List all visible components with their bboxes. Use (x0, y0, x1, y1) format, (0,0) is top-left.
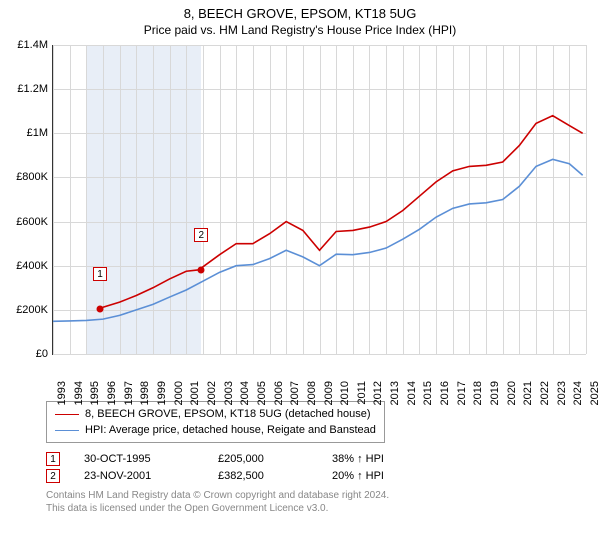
footer-line: This data is licensed under the Open Gov… (46, 502, 592, 515)
xtick-label: 2025 (589, 381, 600, 405)
xtick-label: 2015 (422, 381, 434, 405)
xtick-label: 2007 (289, 381, 301, 405)
datapoint-index: 2 (46, 469, 60, 483)
xtick-label: 2014 (406, 381, 418, 405)
xtick-label: 2006 (273, 381, 285, 405)
callout-box: 1 (93, 267, 107, 281)
gridline-h (53, 354, 586, 355)
datapoint-delta: 20% ↑ HPI (332, 470, 384, 482)
xtick-label: 2012 (372, 381, 384, 405)
ytick-label: £1.2M (8, 83, 48, 95)
xtick-label: 2019 (489, 381, 501, 405)
xtick-label: 1999 (156, 381, 168, 405)
xtick-label: 1993 (56, 381, 68, 405)
xtick-label: 2020 (506, 381, 518, 405)
datapoint-date: 23-NOV-2001 (84, 470, 194, 482)
datapoint-price: £382,500 (218, 470, 308, 482)
xtick-label: 2016 (439, 381, 451, 405)
ytick-label: £1.4M (8, 39, 48, 51)
xtick-label: 2004 (239, 381, 251, 405)
callout-box: 2 (194, 228, 208, 242)
xtick-label: 2000 (173, 381, 185, 405)
xtick-label: 2003 (223, 381, 235, 405)
ytick-label: £1M (8, 127, 48, 139)
xtick-label: 2005 (256, 381, 268, 405)
legend-item: 8, BEECH GROVE, EPSOM, KT18 5UG (detache… (55, 406, 376, 422)
datapoint-price: £205,000 (218, 453, 308, 465)
ytick-label: £200K (8, 304, 48, 316)
xtick-label: 1998 (139, 381, 151, 405)
datapoint-index: 1 (46, 452, 60, 466)
attribution-footer: Contains HM Land Registry data © Crown c… (46, 489, 592, 515)
xtick-label: 2013 (389, 381, 401, 405)
xtick-label: 1994 (73, 381, 85, 405)
datapoint-delta: 38% ↑ HPI (332, 453, 384, 465)
xtick-label: 1997 (123, 381, 135, 405)
xtick-label: 2010 (339, 381, 351, 405)
xtick-label: 2022 (539, 381, 551, 405)
series-property (100, 116, 583, 309)
chart-subtitle: Price paid vs. HM Land Registry's House … (8, 23, 592, 37)
datapoint-row: 1 30-OCT-1995 £205,000 38% ↑ HPI (46, 452, 592, 466)
legend-label: 8, BEECH GROVE, EPSOM, KT18 5UG (detache… (85, 406, 371, 422)
ytick-label: £600K (8, 216, 48, 228)
legend-label: HPI: Average price, detached house, Reig… (85, 422, 376, 438)
datapoint-list: 1 30-OCT-1995 £205,000 38% ↑ HPI 2 23-NOV-200… (46, 452, 592, 483)
footer-line: Contains HM Land Registry data © Crown c… (46, 489, 592, 502)
xtick-label: 2018 (472, 381, 484, 405)
data-marker (96, 305, 103, 312)
ytick-label: £0 (8, 348, 48, 360)
xtick-label: 2008 (306, 381, 318, 405)
datapoint-date: 30-OCT-1995 (84, 453, 194, 465)
xtick-label: 2011 (356, 381, 368, 405)
legend-swatch (55, 430, 79, 431)
data-marker (198, 266, 205, 273)
xtick-label: 1996 (106, 381, 118, 405)
xtick-label: 2002 (206, 381, 218, 405)
xtick-label: 2023 (556, 381, 568, 405)
xtick-label: 2009 (323, 381, 335, 405)
chart-title: 8, BEECH GROVE, EPSOM, KT18 5UG (8, 6, 592, 21)
ytick-label: £400K (8, 260, 48, 272)
series-svg (53, 45, 586, 354)
gridline-v (586, 45, 587, 354)
legend-item: HPI: Average price, detached house, Reig… (55, 422, 376, 438)
datapoint-row: 2 23-NOV-2001 £382,500 20% ↑ HPI (46, 469, 592, 483)
plot-region: 12 (52, 45, 586, 355)
xtick-label: 2001 (189, 381, 201, 405)
xtick-label: 2017 (456, 381, 468, 405)
chart-area: 12 £0£200K£400K£600K£800K£1M£1.2M£1.4M 1… (8, 45, 592, 395)
xtick-label: 1995 (89, 381, 101, 405)
legend-box: 8, BEECH GROVE, EPSOM, KT18 5UG (detache… (46, 401, 385, 443)
xtick-label: 2021 (522, 381, 534, 405)
xtick-label: 2024 (572, 381, 584, 405)
ytick-label: £800K (8, 171, 48, 183)
legend-swatch (55, 414, 79, 415)
